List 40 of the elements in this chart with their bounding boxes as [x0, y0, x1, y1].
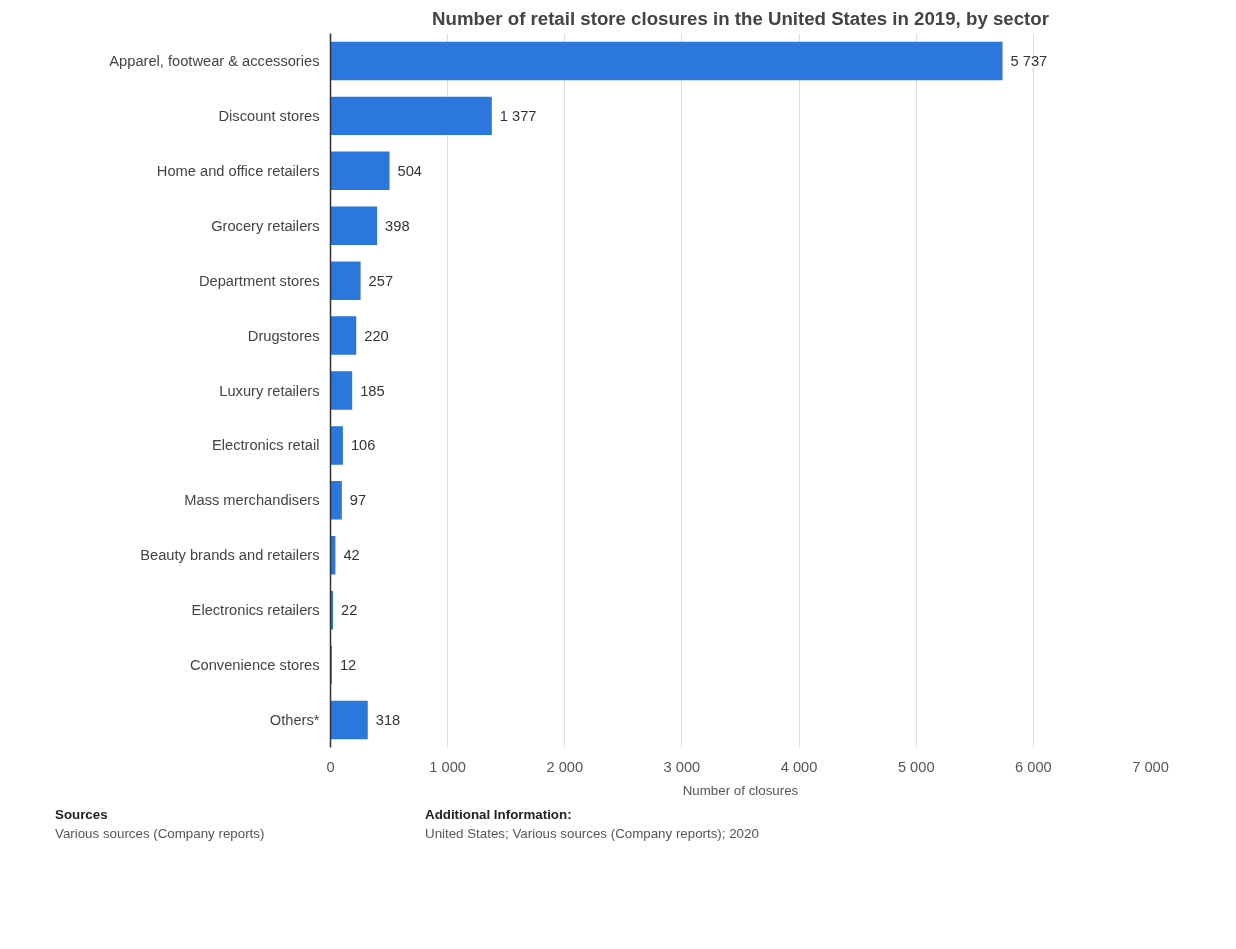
data-label: 257 [368, 272, 394, 289]
data-label: 504 [397, 162, 423, 179]
x-axis-title: Number of closures [682, 782, 799, 798]
data-label: 318 [375, 712, 401, 729]
y-tick-label: Drugstores [247, 327, 320, 344]
x-tick-label: 5 000 [897, 758, 935, 775]
x-tick-label: 7 000 [1132, 758, 1169, 775]
y-tick-label: Grocery retailers [211, 217, 320, 234]
y-tick-label: Electronics retailers [191, 602, 320, 619]
x-tick-label: 1 000 [429, 758, 466, 775]
y-tick-label: Department stores [198, 272, 320, 289]
data-label: 22 [341, 602, 358, 619]
y-tick-label: Electronics retail [211, 437, 320, 454]
y-tick-label: Mass merchandisers [184, 492, 320, 509]
x-tick-label: 3 000 [663, 758, 701, 775]
y-tick-label: Discount stores [218, 107, 320, 124]
data-label: 185 [360, 382, 385, 399]
y-tick-label: Beauty brands and retailers [140, 547, 320, 564]
y-tick-label: Convenience stores [189, 657, 320, 674]
data-label: 106 [350, 437, 376, 454]
data-label: 97 [349, 492, 367, 509]
data-label: 1 377 [499, 107, 537, 124]
y-tick-label: Luxury retailers [219, 382, 320, 399]
chart-title: Number of retail store closures in the United States in 2019, by sector [432, 7, 1049, 29]
x-tick-label: 2 000 [546, 758, 584, 775]
data-label: 5 737 [1010, 52, 1048, 69]
data-label: 42 [343, 547, 360, 564]
text: Sources [55, 806, 109, 824]
y-tick-label: Home and office retailers [156, 162, 320, 179]
x-tick-label: 4 000 [780, 758, 818, 775]
data-label: 220 [364, 327, 389, 344]
data-label: 12 [339, 657, 357, 674]
data-label: 398 [385, 217, 410, 234]
x-tick-label: 0 [326, 758, 335, 775]
y-tick-label: Others* [269, 712, 320, 729]
y-tick-label: Apparel, footwear & accessories [109, 52, 320, 69]
x-tick-label: 6 000 [1015, 758, 1052, 775]
text: United States; Various sources (Company reports); 2020 [425, 825, 759, 844]
text: Additional Information: [425, 806, 573, 824]
text: Various sources (Company reports) [55, 825, 265, 844]
